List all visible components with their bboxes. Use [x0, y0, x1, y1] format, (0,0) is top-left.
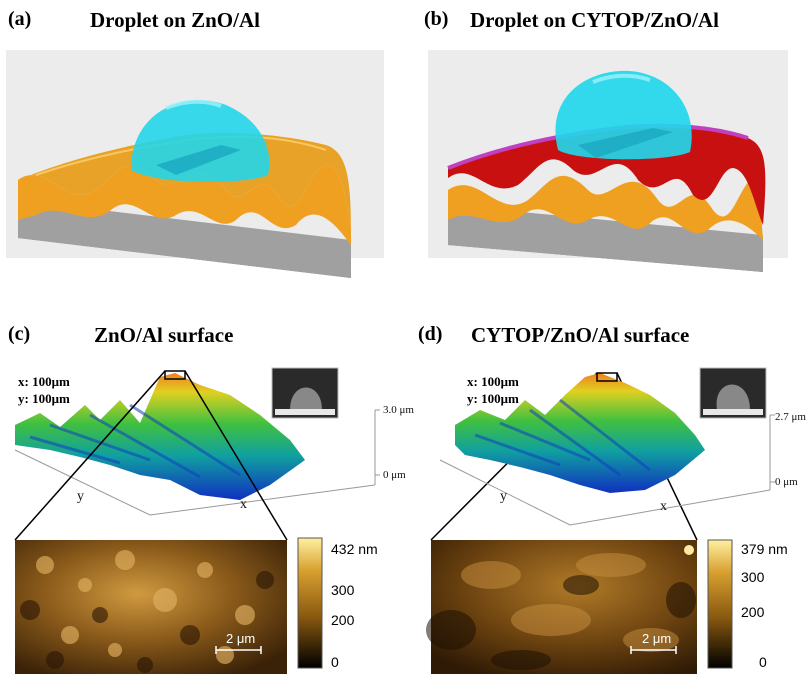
surface-c-frame	[14, 449, 376, 516]
surface-d-axis-x: x	[660, 499, 667, 514]
panel-d-letter: (d)	[418, 323, 443, 345]
colorbar-d-tick-300: 300	[741, 569, 765, 585]
surface-d-axis-y: y	[500, 489, 507, 504]
colorbar-d-tick-max: 379 nm	[741, 541, 788, 557]
surface-c-axis-y: y	[77, 489, 84, 504]
panel-a-title: Droplet on ZnO/Al	[90, 8, 260, 32]
scan-c-y-range: y: 100μm	[18, 391, 70, 406]
scan-c-x-range: x: 100μm	[18, 374, 70, 389]
afm-d-scalebar-label: 2 μm	[642, 631, 672, 646]
panel-b-letter: (b)	[424, 8, 449, 30]
colorbar-c	[297, 537, 323, 669]
surface-c-zmax: 3.0 μm	[383, 404, 414, 416]
panel-b-title: Droplet on CYTOP/ZnO/Al	[470, 8, 719, 32]
panel-a-illustration	[6, 50, 384, 278]
surface-c-terrain	[15, 373, 305, 500]
afm-image-d	[426, 540, 697, 674]
colorbar-d	[707, 539, 733, 669]
colorbar-d-tick-200: 200	[741, 604, 765, 620]
colorbar-d-tick-0: 0	[759, 654, 767, 670]
droplet-a	[131, 99, 270, 182]
panel-c-letter: (c)	[8, 323, 31, 345]
surface-c-axis-x: x	[240, 497, 247, 512]
panel-b-illustration	[428, 50, 788, 272]
afm-image-c	[15, 540, 287, 674]
afm-c-scalebar-label: 2 μm	[226, 631, 256, 646]
panel-a-letter: (a)	[8, 8, 32, 30]
colorbar-c-tick-300: 300	[331, 582, 355, 598]
colorbar-c-tick-max: 432 nm	[331, 541, 378, 557]
zno-layer-a	[18, 164, 351, 245]
panel-d-title: CYTOP/ZnO/Al surface	[471, 323, 690, 347]
colorbar-c-tick-0: 0	[331, 654, 339, 670]
panel-c-title: ZnO/Al surface	[94, 323, 234, 347]
surface-3d-c	[14, 367, 380, 516]
surface-d-zmax: 2.7 μm	[775, 411, 806, 423]
scan-d-y-range: y: 100μm	[467, 391, 519, 406]
surface-d-frame	[439, 459, 771, 526]
surface-d-zmin: 0 μm	[775, 476, 798, 488]
colorbar-c-tick-200: 200	[331, 612, 355, 628]
surface-3d-d	[439, 367, 775, 526]
surface-c-zmin: 0 μm	[383, 469, 406, 481]
surface-d-terrain	[455, 373, 705, 493]
droplet-b	[555, 70, 692, 160]
scan-d-x-range: x: 100μm	[467, 374, 519, 389]
